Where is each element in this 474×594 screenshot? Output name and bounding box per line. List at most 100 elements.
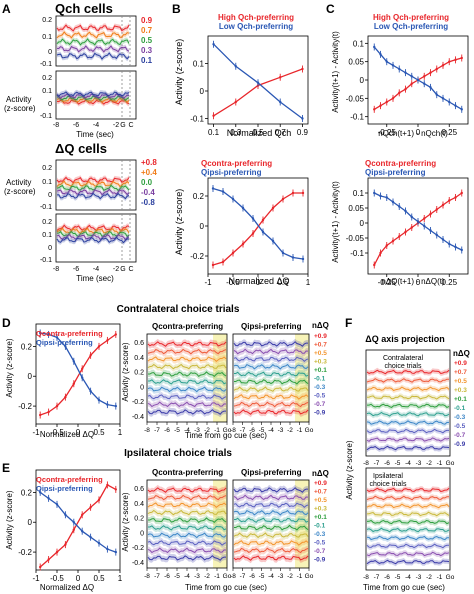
data-point [251,217,255,220]
data-point [448,60,451,63]
f-top-box-line2: choice trials [385,363,422,370]
data-point [114,404,118,408]
projection-trace [366,543,449,549]
x-tick-label: 0 [416,278,421,287]
projection-trace [366,369,450,375]
error-band [148,537,226,549]
e-ndq-header: nΔQ [312,469,329,478]
y-tick-label: 0.05 [348,204,364,213]
projection-trace [366,487,450,493]
qch-trace [56,52,130,60]
projection-trace [366,445,450,451]
a-xtick: -6 [73,122,79,129]
error-band [57,232,129,243]
ipsi-title: Ipsilateral choice trials [124,448,232,459]
data-point [454,245,457,249]
x-tick-label: 0.1 [208,128,220,137]
level-trace [233,409,309,415]
a-qch-plot-1 [55,15,137,67]
x-tick-label: -0.5 [50,574,64,583]
ndq-level-label: -0.5 [314,393,326,400]
panel-letter-f: F [345,316,352,330]
b-bot-legend-contra: Qcontra-preferring [201,159,272,168]
go-cue-highlight [295,480,309,568]
dq-level-label: -0.4 [141,188,155,197]
dq-axis-title: ΔQ axis projection [365,334,445,344]
data-point [385,196,388,199]
ndq-level-label: +0.5 [314,350,327,357]
e-mid-xlabel: Time from go cue (sec) [185,583,267,592]
data-point [89,535,92,539]
ndq-level-label: +0.9 [314,333,327,340]
projection-trace [366,519,450,525]
x-tick-label: 1 [118,574,123,583]
b-bot-legend-ipsi: Qipsi-preferring [201,168,262,177]
ndq-level-label: -0.7 [454,432,466,439]
data-point [261,218,265,222]
error-band [234,552,308,564]
e-mid-title: Qcontra-preferring [152,468,223,477]
a-ytick: 0.1 [42,232,52,239]
data-point [212,43,215,46]
data-point [279,100,282,104]
level-trace [147,401,227,408]
x-tick-label: -2 [287,573,293,580]
level-trace [147,363,227,370]
f-ylabel: Activity (z-score) [345,440,354,499]
qch-cells-title: Qch cells [55,1,113,16]
x-tick-label: -1 [204,278,212,287]
data-point [47,410,50,414]
data-point [398,235,401,238]
data-point [97,345,101,348]
data-point [448,199,451,202]
data-point [423,75,426,78]
data-point [64,345,67,348]
ndq-level-label: +0.1 [454,396,467,403]
x-tick-label: -3 [278,573,284,580]
error-band [57,234,129,246]
x-tick-label: Go [223,427,232,434]
e-left-legend-ipsi: Qipsi-preferring [36,484,93,493]
level-trace [148,371,227,377]
data-point [416,78,420,82]
x-tick-label: -7 [374,574,380,581]
x-tick-label: -2 [287,427,293,434]
a-xtick: -8 [53,122,59,129]
dq-trace [56,192,130,200]
y-tick-label: 0.1 [193,60,205,69]
c-top-legend-low: Low Qch-preferring [374,22,448,31]
error-band [234,500,308,511]
error-band [234,384,308,395]
y-tick-label: -0.05 [346,234,365,243]
data-point [441,97,445,100]
x-tick-label: Go [223,573,232,580]
error-band [148,507,226,518]
y-tick-label: 0 [28,518,33,527]
projection-trace [367,403,450,408]
a-xtick: -2 [113,266,119,273]
data-point [47,497,50,500]
projection-trace [366,495,449,501]
a-xtick: -6 [73,266,79,273]
x-tick-label: -6 [384,574,390,581]
y-tick-label: 0 [200,87,205,96]
data-point [429,86,432,89]
qch-level-label: 0.3 [141,46,153,55]
b-top-ylabel: Activity (z-score) [174,39,184,106]
x-tick-label: -6 [249,573,255,580]
projection-trace [366,437,450,442]
y-tick-label: 0.2 [21,342,33,351]
data-point [441,203,445,207]
data-point [454,196,457,199]
data-point [55,503,59,506]
x-tick-label: 0.25 [441,128,457,137]
f-bot-box-line1: Ipsilateral [373,473,403,480]
data-point [460,248,463,252]
plot-frame [365,467,451,571]
error-band [148,552,226,564]
data-point [435,93,438,96]
x-tick-label: -4 [184,573,190,580]
y-tick-label: 0.2 [21,488,33,497]
level-trace [233,341,308,347]
